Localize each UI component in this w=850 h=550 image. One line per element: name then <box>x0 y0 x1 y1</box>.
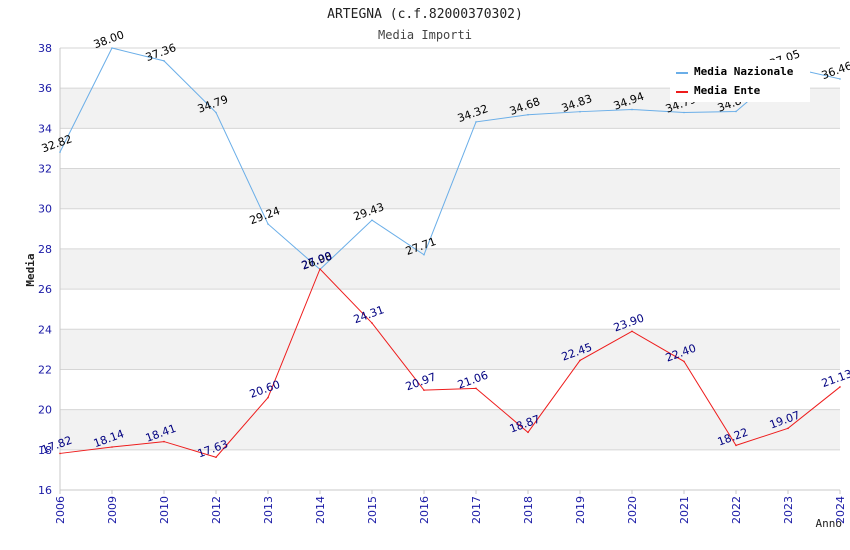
x-tick-label: 2012 <box>210 496 223 524</box>
plot-background <box>60 48 840 490</box>
x-tick-label: 2020 <box>626 496 639 524</box>
legend-label-media-ente: Media Ente <box>694 84 761 97</box>
y-tick-label: 20 <box>38 404 52 417</box>
x-tick-label: 2006 <box>54 496 67 524</box>
data-point <box>735 110 737 113</box>
x-tick-label: 2009 <box>106 496 119 524</box>
x-tick-label: 2010 <box>158 496 171 524</box>
y-tick-label: 36 <box>38 82 52 95</box>
data-point <box>59 452 61 455</box>
y-tick-label: 32 <box>38 163 52 176</box>
y-tick-label: 34 <box>38 122 52 135</box>
y-tick-label: 24 <box>38 323 52 336</box>
data-point <box>371 219 373 221</box>
data-point <box>423 389 425 391</box>
y-tick-label: 18 <box>38 444 52 457</box>
data-point <box>527 113 529 116</box>
data-point <box>163 60 165 62</box>
data-point <box>267 396 269 399</box>
chart-title: ARTEGNA (c.f.82000370302) <box>327 7 523 22</box>
x-tick-label: 2016 <box>418 496 431 524</box>
plot-band <box>60 409 840 450</box>
x-axis-label: Anno <box>816 517 843 530</box>
x-tick-label: 2014 <box>314 496 327 524</box>
plot-band <box>60 248 840 290</box>
data-point <box>59 151 61 153</box>
x-tick-label: 2021 <box>678 496 691 524</box>
data-point <box>787 427 789 430</box>
data-point <box>579 110 581 113</box>
data-point <box>215 456 217 459</box>
data-point <box>215 111 217 114</box>
plot-band <box>60 289 840 330</box>
data-point <box>631 330 633 333</box>
chart-subtitle: Media Importi <box>378 28 472 42</box>
y-tick-label: 28 <box>38 243 52 256</box>
x-tick-label: 2017 <box>470 496 483 524</box>
legend-box <box>670 60 810 102</box>
data-point <box>267 223 269 225</box>
y-tick-labels: 16 18 20 22 24 26 28 30 32 34 36 38 <box>38 42 52 497</box>
plot-band <box>60 449 840 490</box>
data-point <box>631 108 633 111</box>
data-point <box>111 446 113 448</box>
data-point <box>683 111 685 114</box>
data-point <box>579 359 581 362</box>
data-point <box>735 444 737 447</box>
legend-label-media-nazionale: Media Nazionale <box>694 65 794 78</box>
legend: Media Nazionale Media Ente <box>670 60 810 102</box>
data-point <box>423 253 425 256</box>
data-point <box>319 268 321 270</box>
y-tick-label: 22 <box>38 363 52 376</box>
x-tick-label: 2023 <box>782 496 795 524</box>
data-point <box>475 387 477 390</box>
x-tick-label: 2018 <box>522 496 535 524</box>
data-point <box>371 322 373 324</box>
x-tick-label: 2013 <box>262 496 275 524</box>
x-tick-label: 2022 <box>730 496 743 524</box>
series-line-media-nazionale <box>59 47 841 271</box>
x-tick-labels: 2006 2009 2010 2012 2013 2014 2015 2016 2017 2018… <box>54 496 847 524</box>
y-tick-label: 30 <box>38 203 52 216</box>
plot-band <box>60 208 840 249</box>
x-tick-label: 2015 <box>366 496 379 524</box>
y-tick-label: 26 <box>38 283 52 296</box>
series-line-media-ente <box>59 268 841 458</box>
data-point <box>111 47 113 49</box>
plot-band <box>60 128 840 169</box>
plot-band <box>60 329 840 370</box>
data-point <box>839 386 841 388</box>
x-tick-label: 2019 <box>574 496 587 524</box>
data-point <box>839 78 841 80</box>
y-axis-label: Media <box>24 253 37 286</box>
data-point <box>527 431 529 434</box>
y-tick-label: 16 <box>38 484 52 497</box>
x-tick-label: 2024 <box>834 496 847 524</box>
y-tick-label: 38 <box>38 42 52 55</box>
data-point <box>163 440 165 443</box>
series-lines <box>59 47 841 459</box>
data-point <box>475 121 477 123</box>
data-point <box>683 360 685 363</box>
